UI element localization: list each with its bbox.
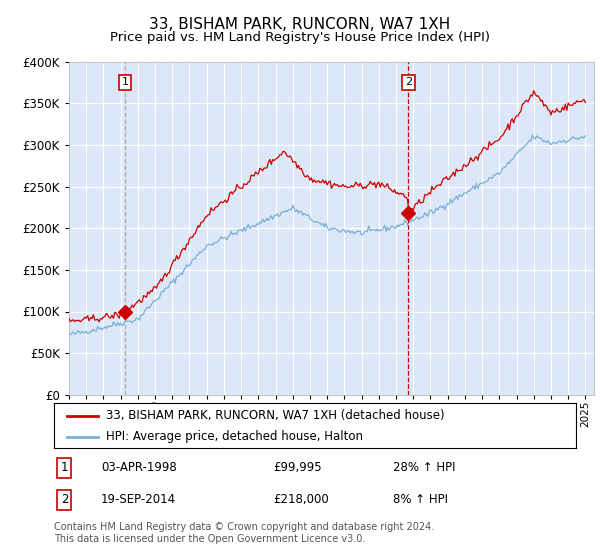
Text: 8% ↑ HPI: 8% ↑ HPI	[394, 493, 448, 506]
Text: HPI: Average price, detached house, Halton: HPI: Average price, detached house, Halt…	[106, 430, 363, 444]
Text: Contains HM Land Registry data © Crown copyright and database right 2024.
This d: Contains HM Land Registry data © Crown c…	[54, 522, 434, 544]
Text: 1: 1	[121, 77, 128, 87]
Text: £218,000: £218,000	[273, 493, 329, 506]
Text: 28% ↑ HPI: 28% ↑ HPI	[394, 461, 456, 474]
Text: 1: 1	[61, 461, 68, 474]
Text: 2: 2	[405, 77, 412, 87]
Text: 03-APR-1998: 03-APR-1998	[101, 461, 177, 474]
Text: £99,995: £99,995	[273, 461, 322, 474]
Text: Price paid vs. HM Land Registry's House Price Index (HPI): Price paid vs. HM Land Registry's House …	[110, 31, 490, 44]
Text: 33, BISHAM PARK, RUNCORN, WA7 1XH (detached house): 33, BISHAM PARK, RUNCORN, WA7 1XH (detac…	[106, 409, 445, 422]
Text: 19-SEP-2014: 19-SEP-2014	[101, 493, 176, 506]
Text: 2: 2	[61, 493, 68, 506]
Text: 33, BISHAM PARK, RUNCORN, WA7 1XH: 33, BISHAM PARK, RUNCORN, WA7 1XH	[149, 17, 451, 32]
